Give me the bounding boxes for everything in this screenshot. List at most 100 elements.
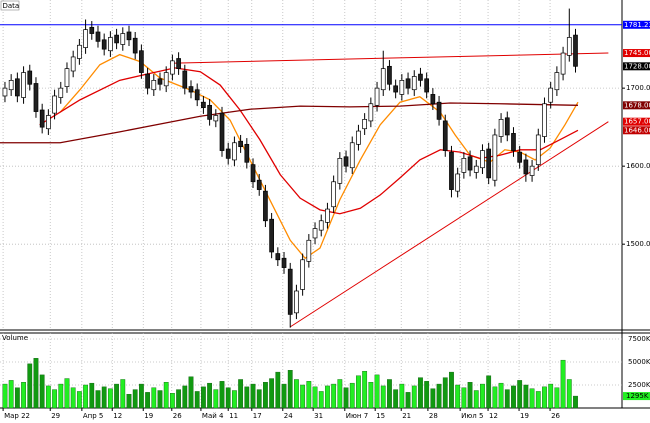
candle-body [151, 80, 157, 91]
candle-body [120, 33, 126, 45]
volume-bar [542, 386, 547, 409]
volume-bar [188, 376, 194, 409]
candle-body [213, 115, 219, 122]
price-label: 1781.23 [624, 21, 650, 29]
volume-bar [256, 389, 262, 409]
volume-bar [368, 382, 374, 409]
candle-body [89, 26, 95, 34]
candle-body [8, 80, 14, 91]
volume-bar [498, 382, 504, 409]
x-tick-label: 26 [551, 412, 560, 420]
candle-body [374, 87, 380, 106]
candle-body [473, 165, 479, 173]
price-label: 1646.00 [624, 126, 650, 134]
volume-bar [21, 382, 26, 409]
candle-body [145, 73, 150, 89]
candle-body [393, 85, 398, 93]
volume-bar [244, 386, 250, 409]
volume-label-box [623, 392, 650, 401]
candle-body [306, 239, 312, 262]
volume-bar [362, 370, 368, 409]
candle-body [275, 253, 281, 261]
candle-body [225, 148, 231, 159]
candle-body [318, 220, 324, 231]
volume-bar [83, 384, 88, 409]
volume-bar [70, 387, 76, 409]
volume-bar [269, 378, 275, 409]
chart-title: Data [3, 2, 20, 10]
volume-tick-label: 5000K [628, 358, 650, 366]
candle-body [362, 119, 367, 130]
candle-body [39, 109, 45, 128]
volume-bar [480, 383, 485, 409]
volume-bar [138, 383, 144, 409]
x-tick-label: Мар 22 [4, 412, 30, 420]
volume-bar [337, 379, 343, 409]
volume-label: 1295K [626, 392, 649, 400]
candle-body [27, 70, 33, 85]
x-tick-label: Июн 7 [346, 412, 368, 420]
volume-bar [424, 381, 430, 409]
price-label-box [623, 101, 650, 110]
candle-body [554, 72, 560, 91]
x-tick-label: 12 [113, 412, 122, 420]
volume-bar [430, 388, 436, 409]
candle-body [114, 34, 119, 44]
candle-body [356, 130, 361, 145]
candle-body [263, 190, 268, 222]
candle-body [424, 78, 430, 93]
volume-bar [418, 377, 423, 409]
volume-bar [250, 383, 256, 409]
candle-body [58, 87, 64, 98]
volume-bar [455, 384, 461, 409]
price-label-box [623, 117, 650, 126]
volume-bar [461, 387, 467, 409]
candle-body [15, 78, 20, 97]
candle-body [201, 101, 206, 109]
volume-bar [349, 382, 355, 409]
volume-bar [145, 392, 150, 409]
x-tick-label: Апр 5 [83, 412, 104, 420]
candle-body [250, 164, 256, 183]
y-tick-label: 1600.00 [626, 162, 650, 170]
volume-bar [120, 379, 126, 409]
volume-bar [393, 389, 399, 409]
grid [0, 0, 625, 411]
candle-body [21, 72, 26, 98]
candle-body [511, 133, 516, 151]
volume-bar [306, 381, 312, 409]
candle-body [430, 94, 436, 105]
volume-bar [560, 359, 566, 409]
volume-bar [300, 384, 306, 409]
price-label-box [623, 20, 650, 29]
volume-bar [492, 386, 498, 409]
volume-bar [132, 389, 138, 409]
volume-bar [14, 387, 20, 409]
volume-bar [523, 384, 529, 409]
volume-bar [169, 393, 175, 409]
volume-bar [39, 374, 45, 409]
candle-body [101, 39, 107, 50]
volume-bar [52, 389, 57, 409]
candle-body [163, 72, 169, 87]
volume-bar [343, 387, 349, 409]
x-tick-label: 26 [173, 412, 182, 420]
trend-line [169, 52, 609, 64]
candle-body [281, 257, 287, 268]
volume-bar [411, 385, 417, 409]
candle-body [170, 60, 175, 75]
volume-title: Volume [2, 334, 28, 342]
volume-bar [33, 358, 39, 409]
candle-body [126, 31, 132, 41]
volume-bar [126, 393, 132, 409]
candle-body [480, 150, 485, 169]
candle-body [492, 134, 498, 181]
candle-body [256, 179, 262, 190]
candle-body [337, 158, 343, 184]
candle-body [238, 140, 243, 148]
candle-body [139, 50, 144, 73]
volume-bar [201, 386, 206, 409]
candle-body [523, 159, 529, 175]
volume-bar [467, 382, 473, 409]
